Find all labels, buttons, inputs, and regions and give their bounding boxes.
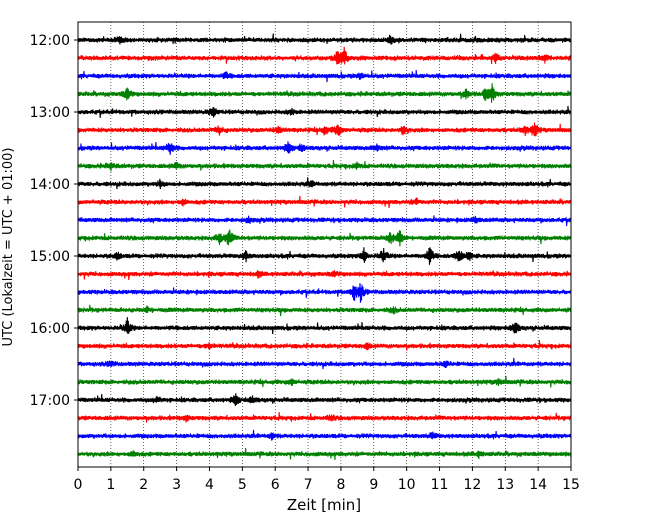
trace-1445 <box>77 229 572 247</box>
trace-1230 <box>77 69 572 83</box>
y-axis-label: UTC (Lokalzeit = UTC + 01:00) <box>1 148 16 347</box>
trace-1200 <box>77 33 572 45</box>
y-tick-label: 16:00 <box>30 321 70 337</box>
x-tick-label: 13 <box>496 477 514 493</box>
trace-1600 <box>77 317 572 335</box>
y-tick-label: 15:00 <box>30 249 70 265</box>
grid-lines <box>110 22 539 467</box>
x-tick-label: 9 <box>369 477 378 493</box>
x-tick-label: 14 <box>529 477 547 493</box>
plot-frame <box>77 21 572 468</box>
trace-1330 <box>77 141 572 155</box>
trace-1315 <box>77 122 572 137</box>
trace-1730 <box>77 429 572 441</box>
trace-1215 <box>77 46 572 65</box>
x-tick-label: 10 <box>398 477 416 493</box>
trace-1745 <box>77 447 572 461</box>
trace-1245 <box>77 83 572 103</box>
trace-1415 <box>77 195 572 209</box>
trace-1715 <box>77 412 572 423</box>
trace-1700 <box>77 393 572 407</box>
trace-1300 <box>77 105 572 118</box>
x-tick-label: 5 <box>238 477 247 493</box>
x-tick-label: 1 <box>106 477 115 493</box>
x-tick-label: 7 <box>304 477 313 493</box>
trace-1345 <box>77 160 572 172</box>
trace-1515 <box>77 270 572 281</box>
y-tick-label: 14:00 <box>30 177 70 193</box>
y-tick-label: 17:00 <box>30 393 70 409</box>
y-axis-ticks: 12:00 13:00 14:00 15:00 16:00 17:00 <box>30 33 78 409</box>
x-axis-ticks: 0 1 2 3 4 5 6 7 8 9 10 11 12 13 14 15 <box>74 467 580 493</box>
x-tick-label: 0 <box>74 477 83 493</box>
x-tick-label: 8 <box>336 477 345 493</box>
x-tick-label: 4 <box>205 477 214 493</box>
x-tick-label: 3 <box>172 477 181 493</box>
trace-1615 <box>77 340 572 351</box>
trace-1400 <box>77 177 572 190</box>
seismic-traces <box>77 33 572 461</box>
trace-1430 <box>77 215 572 226</box>
trace-1545 <box>77 304 572 317</box>
trace-1630 <box>77 357 572 370</box>
y-tick-label: 13:00 <box>30 105 70 121</box>
x-axis-label: Zeit [min] <box>287 496 361 514</box>
trace-1645 <box>77 375 572 388</box>
trace-1530 <box>77 283 572 303</box>
y-tick-label: 12:00 <box>30 33 70 49</box>
x-tick-label: 15 <box>562 477 580 493</box>
x-tick-label: 2 <box>139 477 148 493</box>
trace-1500 <box>77 247 572 265</box>
x-tick-label: 12 <box>463 477 481 493</box>
x-tick-label: 6 <box>271 477 280 493</box>
x-tick-label: 11 <box>431 477 449 493</box>
